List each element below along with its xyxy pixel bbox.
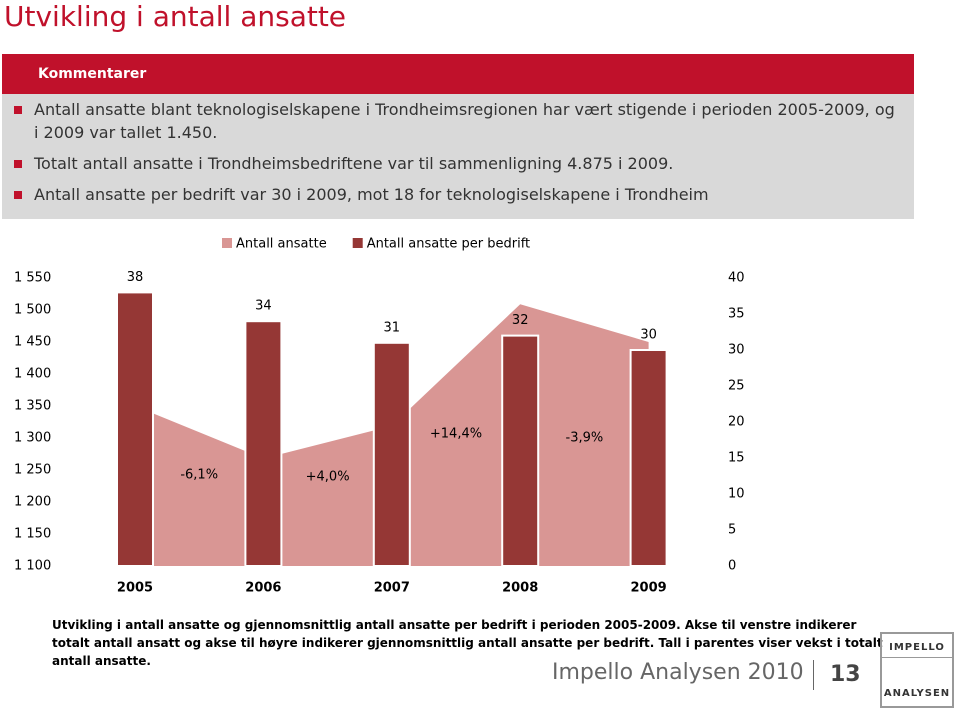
y2-tick-label: 5	[728, 523, 736, 538]
y-tick-label: 1 150	[14, 527, 51, 542]
comment: Antall ansatte blant teknologiselskapene…	[14, 98, 904, 144]
y-tick-label: 1 200	[14, 495, 51, 510]
bar-label: 38	[127, 270, 144, 285]
logo-top: IMPELLO	[882, 642, 952, 658]
legend-label: Antall ansatte per bedrift	[367, 237, 530, 252]
comments-box: Kommentarer Antall ansatte blant teknolo…	[2, 54, 914, 219]
y-tick-label: 1 550	[14, 271, 51, 286]
annotation: -3,9%	[566, 431, 604, 446]
y-tick-label: 1 450	[14, 335, 51, 350]
bar	[501, 334, 540, 567]
bar	[116, 291, 154, 567]
x-tick-label: 2005	[117, 581, 153, 596]
annotation: +4,0%	[306, 470, 350, 485]
y2-tick-label: 10	[728, 487, 745, 502]
logo-bottom: ANALYSEN	[883, 688, 951, 699]
legend-label: Antall ansatte	[236, 237, 327, 252]
page-number: 13	[830, 662, 861, 687]
y2-tick-label: 0	[728, 559, 736, 574]
annotation: +14,4%	[430, 427, 482, 442]
y-tick-label: 1 100	[14, 559, 51, 574]
bar	[629, 349, 668, 567]
logo: IMPELLO ANALYSEN	[880, 632, 954, 708]
bar-label: 34	[255, 299, 272, 314]
y2-tick-label: 20	[728, 415, 745, 430]
y-tick-label: 1 350	[14, 399, 51, 414]
x-tick-label: 2008	[502, 581, 538, 596]
bar-label: 30	[640, 328, 657, 343]
y-tick-label: 1 500	[14, 303, 51, 318]
separator	[813, 660, 814, 690]
y2-tick-label: 30	[728, 343, 745, 358]
comments-header-text: Kommentarer	[38, 66, 147, 82]
slide-title: Utvikling i antall ansatte	[4, 0, 347, 33]
bar	[372, 341, 411, 567]
bar-label: 32	[512, 313, 529, 328]
bar	[244, 320, 283, 568]
y2-tick-label: 40	[728, 271, 745, 286]
annotation: -6,1%	[180, 468, 218, 483]
x-tick-label: 2007	[374, 581, 410, 596]
comment: Totalt antall ansatte i Trondheimsbedrif…	[14, 152, 904, 175]
caption: Utvikling i antall ansatte og gjennomsni…	[52, 618, 883, 668]
y2-tick-label: 15	[728, 451, 745, 466]
legend-swatch	[222, 238, 232, 248]
x-tick-label: 2009	[631, 581, 667, 596]
y2-tick-label: 35	[728, 307, 745, 322]
footer: Impello Analysen 2010	[552, 660, 804, 685]
comment: Antall ansatte per bedrift var 30 i 2009…	[14, 183, 904, 206]
y-tick-label: 1 250	[14, 463, 51, 478]
y-tick-label: 1 400	[14, 367, 51, 382]
chart: Antall ansatte Antall ansatte per bedrift…	[14, 237, 745, 596]
y2-tick-label: 25	[728, 379, 745, 394]
comments-list: Antall ansatte blant teknologiselskapene…	[2, 98, 904, 214]
x-tick-label: 2006	[245, 581, 281, 596]
legend-swatch	[352, 238, 363, 248]
y-tick-label: 1 300	[14, 431, 51, 446]
comments-header: Kommentarer	[2, 54, 914, 94]
bar-label: 31	[384, 320, 401, 335]
